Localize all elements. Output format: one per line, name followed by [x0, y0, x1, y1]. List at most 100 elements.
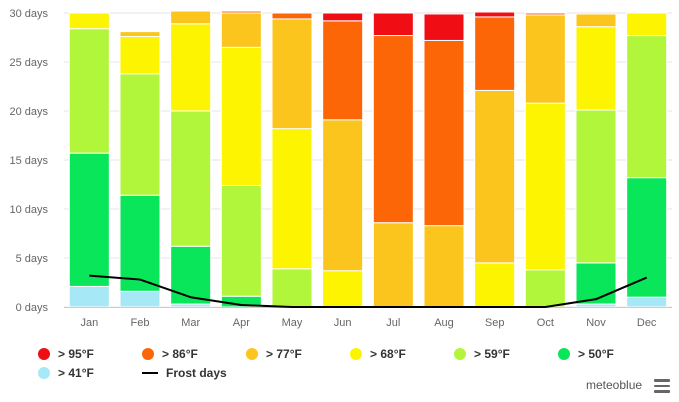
legend-item-86f[interactable]: > 86°F: [142, 347, 246, 361]
legend-swatch-41f: [38, 366, 50, 379]
x-tick-label: Mar: [181, 317, 200, 329]
bar-segment: [322, 119, 364, 272]
bar-segment: [372, 12, 414, 37]
y-tick-label: 0 days: [16, 302, 49, 314]
bar-segment: [474, 11, 516, 18]
bar-segment: [271, 268, 313, 308]
legend-item-50f[interactable]: > 50°F: [558, 347, 638, 361]
legend-label-50f: > 50°F: [578, 346, 614, 361]
bar-segment: [170, 110, 212, 247]
bar-segment: [524, 102, 566, 271]
bar-segment: [372, 222, 414, 308]
bar-segment: [271, 12, 313, 20]
frost-days-line: [89, 274, 648, 308]
x-tick-label: Feb: [131, 317, 150, 329]
legend-swatch-frost-days: [142, 371, 158, 374]
bar-segment: [423, 13, 465, 41]
bar-segment: [524, 12, 566, 16]
legend-swatch-50f: [558, 347, 570, 360]
bar-segment: [68, 285, 110, 308]
legend-item-77f[interactable]: > 77°F: [246, 347, 350, 361]
y-tick-label: 25 days: [9, 57, 48, 69]
bar-segment: [170, 10, 212, 25]
bar-segment: [220, 10, 262, 14]
legend-item-frost-days[interactable]: Frost days: [142, 366, 262, 380]
bar-segment: [322, 12, 364, 22]
legend-label-77f: > 77°F: [266, 346, 302, 361]
bar-segment: [119, 194, 161, 292]
bar-segment: [372, 35, 414, 224]
legend-swatch-95f: [38, 347, 50, 360]
legend-swatch-68f: [350, 347, 362, 360]
bar-segment: [170, 245, 212, 305]
legend-item-95f[interactable]: > 95°F: [38, 347, 142, 361]
y-tick-label: 5 days: [16, 253, 49, 265]
legend-item-68f[interactable]: > 68°F: [350, 347, 454, 361]
bar-segment: [626, 12, 668, 37]
x-tick-label: Jun: [334, 317, 352, 329]
x-tick-label: Nov: [586, 317, 606, 329]
bar-segment: [68, 12, 110, 30]
legend-item-41f[interactable]: > 41°F: [38, 366, 142, 380]
bar-segment: [220, 12, 262, 48]
y-tick-label: 30 days: [9, 8, 48, 20]
x-tick-label: Jul: [386, 317, 400, 329]
bar-segment: [474, 89, 516, 264]
bar-segment: [626, 35, 668, 179]
menu-bar: [654, 379, 670, 382]
legend-label-59f: > 59°F: [474, 346, 510, 361]
bar-segment: [68, 28, 110, 154]
bar-segment: [220, 184, 262, 297]
chart-area: 0 days 5 days 10 days 15 days 20 days 25 days…: [9, 8, 672, 329]
legend: > 95°F > 86°F > 77°F > 68°F > 59°F > 50°…: [38, 344, 638, 382]
legend-label-41f: > 41°F: [58, 365, 94, 380]
x-tick-label: Dec: [637, 317, 657, 329]
bar-segment: [271, 18, 313, 130]
bar-segment: [575, 13, 617, 28]
bar-segment: [524, 269, 566, 308]
legend-swatch-86f: [142, 347, 154, 360]
hamburger-menu-icon[interactable]: [654, 379, 670, 393]
legend-swatch-59f: [454, 347, 466, 360]
bar-segment: [322, 20, 364, 121]
bar-segment: [271, 128, 313, 270]
bar-segment: [119, 36, 161, 75]
bar-segment: [68, 152, 110, 287]
x-tick-label: Oct: [537, 317, 554, 329]
bar-segment: [575, 109, 617, 264]
legend-row-2: > 41°F Frost days: [38, 363, 638, 382]
bar-segment: [119, 73, 161, 196]
x-tick-label: Aug: [434, 317, 454, 329]
bar-segment: [626, 296, 668, 308]
bar-segment: [220, 46, 262, 186]
legend-label-95f: > 95°F: [58, 346, 94, 361]
legend-swatch-77f: [246, 347, 258, 360]
bar-segment: [423, 225, 465, 308]
x-tick-label: Jan: [80, 317, 98, 329]
bar-segment: [423, 39, 465, 227]
bar-segment: [575, 262, 617, 305]
x-tick-label: Sep: [485, 317, 505, 329]
bar-segment: [322, 270, 364, 308]
bar-segment: [524, 14, 566, 104]
brand-label: meteoblue: [586, 378, 643, 392]
y-tick-label: 20 days: [9, 106, 48, 118]
legend-label-frost-days: Frost days: [166, 365, 227, 380]
bar-segment: [119, 31, 161, 38]
menu-bar: [654, 384, 670, 387]
legend-item-59f[interactable]: > 59°F: [454, 347, 558, 361]
bar-segment: [575, 26, 617, 111]
bar-segment: [119, 290, 161, 308]
legend-row-1: > 95°F > 86°F > 77°F > 68°F > 59°F > 50°…: [38, 344, 638, 363]
legend-label-86f: > 86°F: [162, 346, 198, 361]
y-tick-label: 15 days: [9, 155, 48, 167]
x-tick-label: Apr: [233, 317, 250, 329]
bar-segment: [474, 262, 516, 308]
legend-label-68f: > 68°F: [370, 346, 406, 361]
x-tick-label: May: [282, 317, 303, 329]
bar-segment: [170, 23, 212, 112]
bar-segment: [626, 177, 668, 298]
y-tick-label: 10 days: [9, 204, 48, 216]
menu-bar: [654, 390, 670, 393]
bar-segment: [474, 16, 516, 91]
